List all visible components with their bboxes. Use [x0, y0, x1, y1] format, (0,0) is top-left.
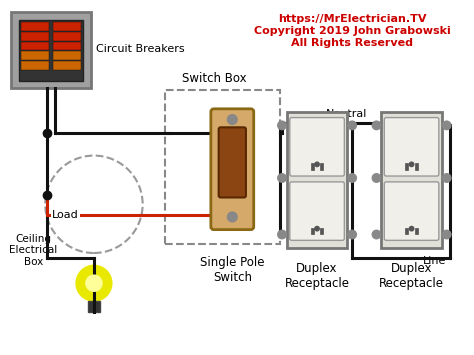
FancyBboxPatch shape [53, 22, 81, 31]
Circle shape [372, 174, 381, 182]
FancyBboxPatch shape [384, 118, 439, 176]
FancyBboxPatch shape [11, 12, 91, 88]
FancyBboxPatch shape [53, 61, 81, 70]
FancyBboxPatch shape [21, 42, 49, 50]
Circle shape [372, 121, 381, 130]
FancyBboxPatch shape [405, 228, 408, 235]
Circle shape [442, 121, 451, 130]
FancyBboxPatch shape [53, 32, 81, 40]
Circle shape [278, 174, 286, 182]
Circle shape [409, 226, 414, 231]
Circle shape [348, 121, 356, 130]
FancyBboxPatch shape [21, 22, 49, 31]
FancyBboxPatch shape [21, 61, 49, 70]
Text: Duplex
Receptacle: Duplex Receptacle [284, 262, 349, 290]
FancyBboxPatch shape [21, 51, 49, 60]
Text: Circuit Breakers: Circuit Breakers [96, 44, 184, 54]
FancyBboxPatch shape [320, 163, 323, 170]
FancyBboxPatch shape [211, 109, 254, 230]
Circle shape [314, 162, 320, 167]
Circle shape [278, 230, 286, 239]
Circle shape [442, 230, 451, 239]
Circle shape [348, 174, 356, 182]
Text: Ceiling
Electrical
Box: Ceiling Electrical Box [9, 234, 57, 267]
Text: Switch Box: Switch Box [182, 72, 247, 86]
FancyBboxPatch shape [290, 118, 344, 176]
FancyBboxPatch shape [53, 42, 81, 50]
Circle shape [228, 212, 237, 222]
Text: Single Pole
Switch: Single Pole Switch [200, 256, 264, 284]
FancyBboxPatch shape [311, 228, 314, 235]
FancyBboxPatch shape [384, 182, 439, 240]
Circle shape [85, 274, 103, 292]
FancyBboxPatch shape [382, 112, 442, 248]
FancyBboxPatch shape [219, 127, 246, 197]
Text: Neutral: Neutral [326, 109, 367, 119]
FancyBboxPatch shape [320, 228, 323, 235]
FancyBboxPatch shape [19, 20, 83, 81]
FancyBboxPatch shape [88, 301, 100, 312]
Circle shape [372, 230, 381, 239]
Circle shape [228, 115, 237, 124]
FancyBboxPatch shape [21, 32, 49, 40]
Circle shape [348, 230, 356, 239]
Text: Load: Load [52, 210, 79, 220]
Text: https://MrElectrician.TV
Copyright 2019 John Grabowski
All Rights Reserved: https://MrElectrician.TV Copyright 2019 … [254, 14, 450, 48]
Text: Line: Line [423, 256, 447, 266]
FancyBboxPatch shape [415, 163, 418, 170]
FancyBboxPatch shape [287, 112, 347, 248]
FancyBboxPatch shape [415, 228, 418, 235]
FancyBboxPatch shape [311, 163, 314, 170]
Circle shape [442, 174, 451, 182]
Circle shape [409, 162, 414, 167]
Text: Duplex
Receptacle: Duplex Receptacle [379, 262, 444, 290]
FancyBboxPatch shape [290, 182, 344, 240]
FancyBboxPatch shape [405, 163, 408, 170]
Circle shape [76, 266, 111, 301]
Circle shape [278, 121, 286, 130]
Circle shape [314, 226, 320, 231]
FancyBboxPatch shape [53, 51, 81, 60]
